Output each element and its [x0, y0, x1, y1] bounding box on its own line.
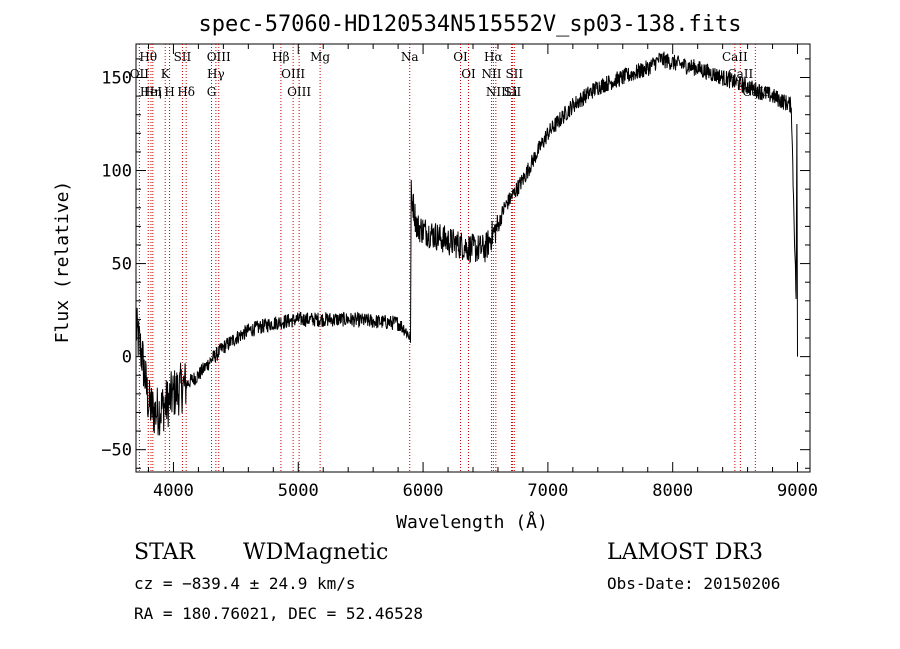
coordinates-text: RA = 180.76021, DEC = 52.46528	[134, 604, 423, 623]
emission-line-label: OII	[130, 67, 150, 81]
class-label: STAR	[134, 540, 196, 565]
x-tick-label: 4000	[153, 481, 194, 501]
y-tick-label: 50	[112, 255, 132, 275]
emission-line-label: OIII	[287, 85, 311, 99]
emission-line-label: Hβ	[272, 50, 289, 64]
emission-line-label: NII	[486, 85, 506, 99]
emission-line-label: OI	[453, 50, 468, 64]
emission-line-label: Hδ	[177, 85, 195, 99]
survey-label: LAMOST DR3	[607, 540, 763, 565]
emission-line-label: SII	[505, 67, 523, 81]
emission-line-label: SII	[174, 50, 192, 64]
emission-line-label: Na	[401, 50, 419, 64]
y-axis-label: Flux (relative)	[52, 181, 73, 344]
chart-title: spec-57060-HD120534N515552V_sp03-138.fit…	[198, 12, 741, 37]
x-axis-label: Wavelength (Å)	[396, 511, 548, 533]
y-tick-label: −50	[101, 441, 132, 461]
emission-line-label: Hη	[144, 85, 162, 99]
emission-line-label: HeI	[140, 85, 163, 99]
emission-line-label: K	[161, 67, 171, 81]
y-tick-label: 150	[101, 68, 132, 88]
emission-line-label: OI	[461, 67, 476, 81]
emission-line-label: OIII	[207, 50, 231, 64]
x-tick-label: 9000	[777, 481, 818, 501]
x-tick-label: 5000	[278, 481, 319, 501]
emission-line-label: Hγ	[207, 67, 225, 81]
x-tick-label: 8000	[652, 481, 693, 501]
emission-line-label: CaII	[722, 50, 748, 64]
emission-line-markers	[138, 44, 756, 472]
emission-line-label: H	[164, 85, 174, 99]
emission-line-label: NII	[481, 67, 501, 81]
axis-ticks: 4000 5000 6000 7000 8000 9000 −50 0 50 100 150	[101, 44, 818, 501]
emission-line-label: G	[207, 85, 217, 99]
redshift-text: cz = −839.4 ± 24.9 km/s	[134, 574, 356, 593]
subclass-label: WDMagnetic	[243, 540, 388, 565]
emission-line-label: Li	[506, 85, 518, 99]
emission-line-label: Hθ	[139, 50, 157, 64]
x-tick-label: 6000	[403, 481, 444, 501]
emission-line-label: SII	[504, 85, 522, 99]
y-tick-label: 100	[101, 162, 132, 182]
emission-line-label: Mg	[310, 50, 330, 64]
y-tick-label: 0	[122, 348, 132, 368]
emission-line-label: Hα	[484, 50, 503, 64]
emission-line-label: OIII	[281, 67, 305, 81]
spectrum-line	[135, 51, 798, 436]
x-tick-label: 7000	[527, 481, 568, 501]
obs-date-text: Obs-Date: 20150206	[607, 574, 780, 593]
plot-frame	[135, 43, 811, 473]
